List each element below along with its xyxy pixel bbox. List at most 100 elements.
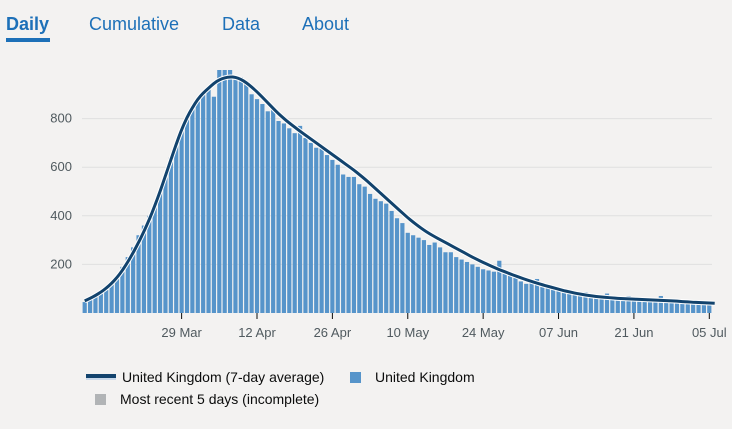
bar[interactable] [341,174,346,313]
bar[interactable] [459,259,464,313]
bar[interactable] [411,235,416,313]
bar[interactable] [271,108,276,313]
bar[interactable] [491,271,497,313]
bar[interactable] [588,294,593,313]
bar[interactable] [351,176,357,313]
bar[interactable] [136,235,141,313]
bar[interactable] [626,295,631,313]
bar[interactable] [497,260,502,313]
bar[interactable] [427,244,432,313]
bar[interactable] [184,118,190,313]
bar[interactable] [416,237,421,313]
bar-incomplete[interactable] [696,302,701,313]
bar[interactable] [481,269,486,313]
bar[interactable] [599,295,604,313]
bar[interactable] [238,77,243,313]
bar[interactable] [545,286,550,313]
bar[interactable] [141,225,147,313]
bar[interactable] [324,155,330,313]
bar[interactable] [551,288,556,313]
bar[interactable] [437,247,443,313]
bar-incomplete[interactable] [691,302,696,313]
bar[interactable] [195,101,200,313]
bar[interactable] [82,302,87,313]
bar[interactable] [254,99,260,313]
bar[interactable] [292,133,297,313]
bar[interactable] [567,291,572,313]
bar[interactable] [384,203,389,313]
bar[interactable] [174,142,179,313]
bar[interactable] [524,283,529,313]
bar[interactable] [669,300,674,313]
bar[interactable] [227,70,233,313]
bar[interactable] [642,297,647,313]
bar[interactable] [432,242,437,313]
bar[interactable] [572,292,577,313]
bar[interactable] [319,147,324,313]
legend-item-incomplete[interactable]: Most recent 5 days (incomplete) [95,391,319,407]
bar[interactable] [206,89,211,313]
bar[interactable] [534,278,540,313]
bar[interactable] [502,272,507,313]
legend-item-average[interactable]: United Kingdom (7-day average) [86,369,324,385]
bar[interactable] [486,270,491,313]
bar[interactable] [583,292,588,313]
bar[interactable] [594,294,599,313]
legend-item-bars[interactable]: United Kingdom [350,369,475,385]
bar[interactable] [281,123,287,314]
bar[interactable] [362,186,367,313]
bar[interactable] [308,142,313,313]
bar[interactable] [131,247,136,313]
bar[interactable] [556,289,561,313]
bar[interactable] [448,252,453,313]
bar[interactable] [507,274,513,313]
bar[interactable] [637,297,642,313]
bar[interactable] [529,281,534,313]
bar[interactable] [114,276,120,313]
bar[interactable] [120,266,125,313]
bar[interactable] [443,252,448,313]
bar[interactable] [513,276,518,313]
bar[interactable] [152,206,157,313]
bar[interactable] [125,257,130,313]
bar[interactable] [464,261,470,313]
bar[interactable] [631,296,637,313]
bar[interactable] [577,293,583,313]
bar-incomplete[interactable] [701,302,707,313]
bar[interactable] [147,215,152,313]
bar[interactable] [222,70,227,313]
bar[interactable] [421,240,427,313]
average-line[interactable] [84,75,715,305]
bar[interactable] [98,293,103,313]
tab-data[interactable]: Data [222,14,261,34]
bar[interactable] [610,295,615,313]
bar[interactable] [615,296,620,313]
bar[interactable] [211,96,217,313]
bar[interactable] [400,223,405,313]
bar[interactable] [303,138,308,313]
bar[interactable] [674,300,680,313]
bar[interactable] [454,257,459,313]
bar[interactable] [93,295,98,313]
bar[interactable] [389,210,394,313]
bar[interactable] [201,91,206,314]
bar[interactable] [190,108,195,313]
bar[interactable] [680,301,685,313]
bar[interactable] [297,125,303,313]
bar[interactable] [104,289,109,313]
bar[interactable] [346,176,351,313]
bar[interactable] [168,157,173,313]
bar[interactable] [163,176,168,313]
bar[interactable] [378,201,383,313]
bar-incomplete[interactable] [707,303,712,313]
bar[interactable] [621,297,626,313]
bar[interactable] [658,295,663,313]
bar[interactable] [157,191,163,314]
tab-daily[interactable]: Daily [6,14,50,34]
bar-incomplete[interactable] [685,301,690,313]
bar[interactable] [179,128,184,313]
bar[interactable] [357,184,362,313]
bar[interactable] [653,298,658,313]
bar[interactable] [561,289,567,313]
tab-cumulative[interactable]: Cumulative [89,14,180,34]
